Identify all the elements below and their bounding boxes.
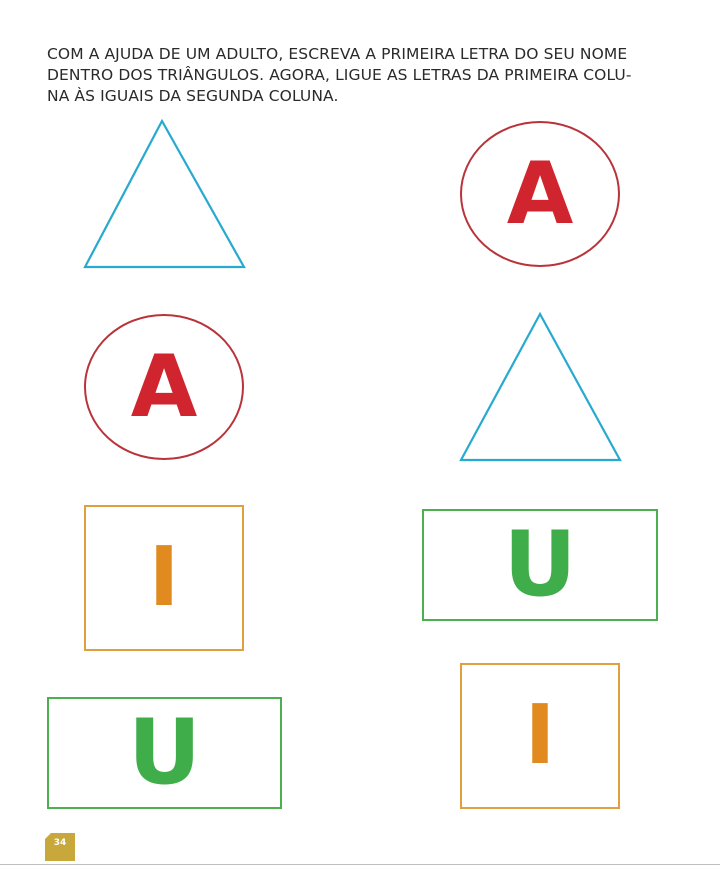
letter-a-left: A xyxy=(130,337,198,437)
box-left-3: I xyxy=(84,505,244,651)
page-number-badge: 34 xyxy=(45,833,75,861)
instructions-line-1: COM A AJUDA DE UM ADULTO, ESCREVA A PRIM… xyxy=(47,45,628,63)
letter-u-left: U xyxy=(127,700,202,805)
letter-u-right: U xyxy=(503,512,577,617)
instructions-text: COM A AJUDA DE UM ADULTO, ESCREVA A PRIM… xyxy=(47,44,687,107)
box-left-4: U xyxy=(47,697,282,809)
box-right-4: I xyxy=(460,663,620,809)
instructions-line-2: DENTRO DOS TRIÂNGULOS. AGORA, LIGUE AS L… xyxy=(47,66,632,84)
letter-a-right: A xyxy=(506,144,574,244)
triangle-right-2[interactable] xyxy=(458,311,624,463)
box-right-3: U xyxy=(422,509,658,621)
letter-i-left: I xyxy=(148,530,180,625)
oval-left-2: A xyxy=(84,314,244,460)
footer-divider xyxy=(0,864,720,865)
page-number: 34 xyxy=(53,838,67,848)
oval-right-1: A xyxy=(460,121,620,267)
triangle-left-1[interactable] xyxy=(82,118,248,270)
instructions-line-3: NA ÀS IGUAIS DA SEGUNDA COLUNA. xyxy=(47,87,339,105)
letter-i-right: I xyxy=(524,688,556,783)
